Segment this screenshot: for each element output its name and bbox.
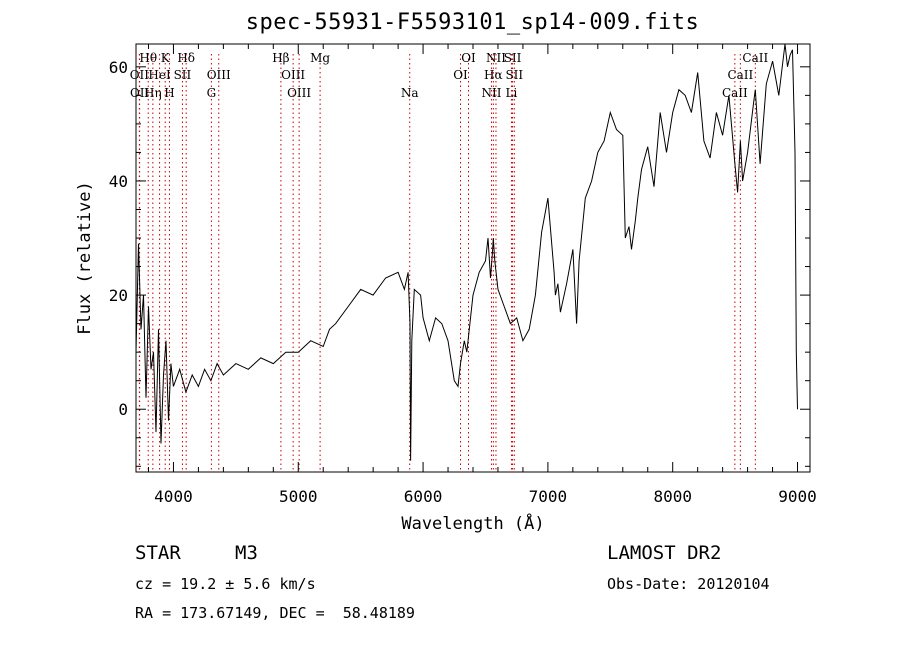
y-tick-label: 0 [118, 400, 128, 419]
line-label: OII [130, 68, 150, 82]
y-tick-label: 40 [109, 172, 128, 191]
line-label: HeI [148, 68, 171, 82]
axis-ticks [136, 44, 810, 472]
x-axis-label: Wavelength (Å) [401, 512, 544, 534]
object-type: STAR [135, 542, 181, 564]
coordinates: RA = 173.67149, DEC = 58.48189 [135, 604, 415, 622]
y-tick-label: 60 [109, 58, 128, 77]
tick-labels: 4000 5000 6000 7000 8000 9000 0 20 40 60 [109, 58, 817, 506]
line-label: OIII [207, 68, 231, 82]
line-label: SII [174, 68, 192, 82]
line-label: G [207, 86, 217, 100]
line-label: OI [453, 68, 468, 82]
line-label: Hθ [139, 51, 157, 65]
line-label: Hδ [177, 51, 195, 65]
x-tick-label: 9000 [778, 487, 817, 506]
line-label: CaII [742, 51, 768, 65]
observation-date: Obs-Date: 20120104 [607, 575, 770, 593]
line-label: K [161, 51, 171, 65]
line-label: Li [506, 86, 518, 100]
line-label: OI [461, 51, 476, 65]
x-tick-label: 7000 [529, 487, 568, 506]
line-label: OIII [287, 86, 311, 100]
line-label: SII [504, 51, 522, 65]
line-label: CaII [727, 68, 753, 82]
line-label: SII [505, 68, 523, 82]
line-label: H [164, 86, 174, 100]
redshift-cz: cz = 19.2 ± 5.6 km/s [135, 575, 316, 593]
line-label: OIII [281, 68, 305, 82]
x-tick-label: 8000 [653, 487, 692, 506]
line-label: Mg [310, 51, 330, 65]
line-markers [138, 54, 756, 472]
plot-frame [135, 43, 811, 473]
line-label: CaII [722, 86, 748, 100]
y-axis-label: Flux (relative) [75, 181, 95, 335]
line-label: Hη [144, 86, 162, 100]
line-label: Na [401, 86, 419, 100]
x-tick-label: 4000 [154, 487, 193, 506]
survey-name: LAMOST DR2 [607, 542, 722, 564]
line-label: NII [481, 86, 501, 100]
x-tick-label: 6000 [404, 487, 443, 506]
line-label: OII [130, 86, 150, 100]
line-label: Hα [484, 68, 503, 82]
spectrum-series [135, 43, 798, 461]
y-tick-label: 20 [109, 286, 128, 305]
chart-title: spec-55931-F5593101_sp14-009.fits [245, 10, 700, 35]
object-subclass: M3 [235, 542, 258, 564]
spectrum-line [135, 43, 798, 461]
x-tick-label: 5000 [279, 487, 318, 506]
line-label: NII [486, 51, 506, 65]
line-label: Hβ [272, 51, 289, 65]
